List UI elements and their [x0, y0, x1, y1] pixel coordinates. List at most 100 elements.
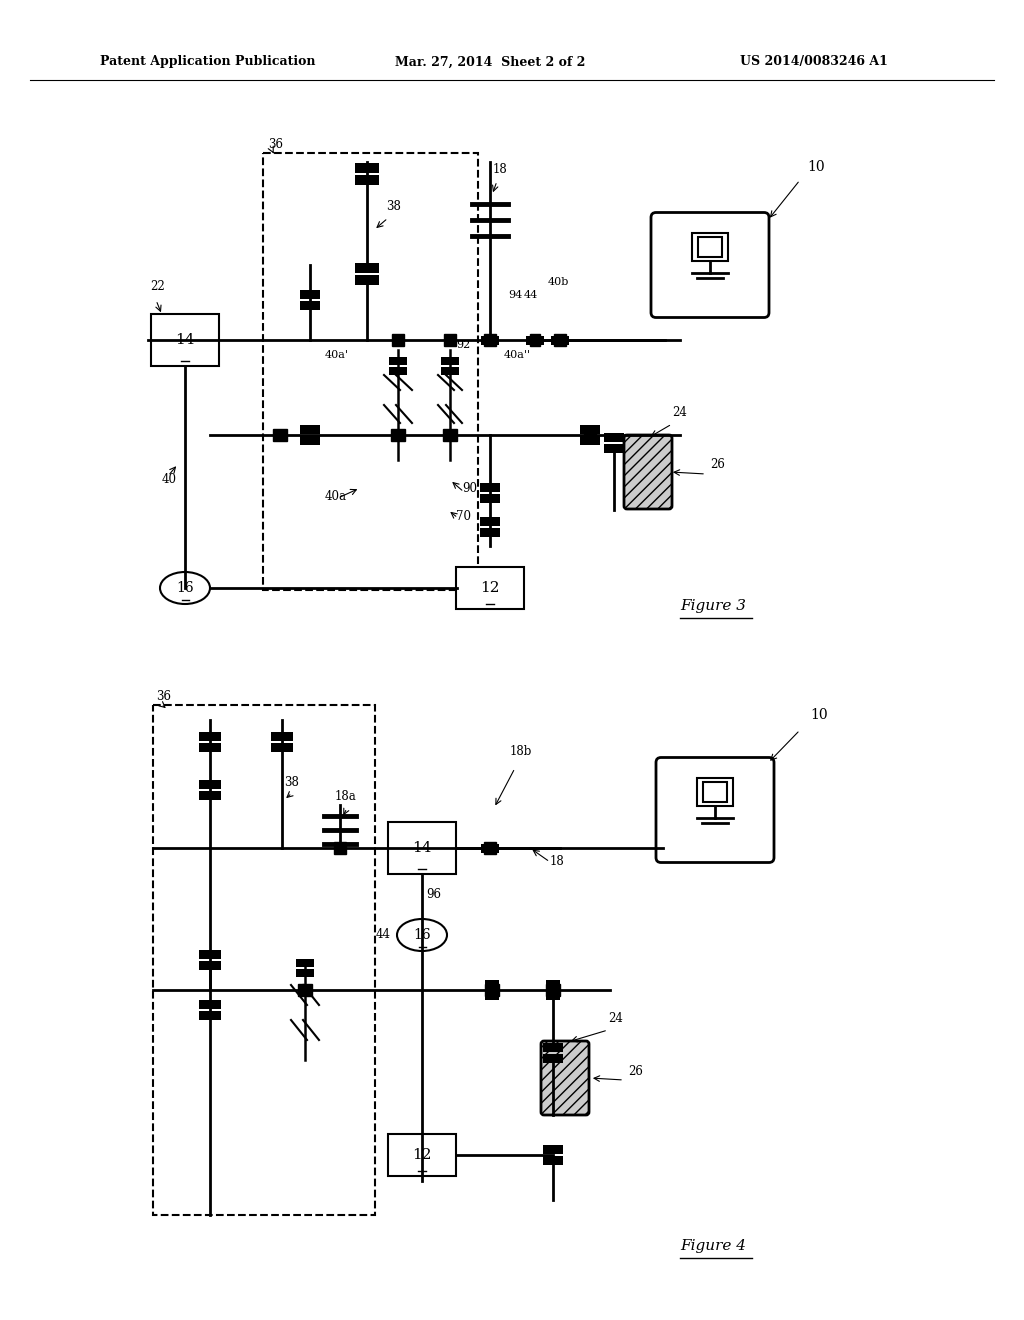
Bar — [199, 733, 221, 741]
Text: 12: 12 — [413, 1148, 432, 1162]
Bar — [692, 232, 728, 260]
Text: 94: 94 — [508, 290, 522, 300]
Text: 38: 38 — [386, 201, 400, 213]
Text: 26: 26 — [710, 458, 725, 471]
Bar — [389, 367, 407, 375]
Bar — [151, 314, 219, 366]
Bar — [481, 335, 489, 345]
Bar — [199, 1001, 221, 1008]
Bar — [199, 791, 221, 800]
Bar — [580, 436, 600, 445]
Text: 40b: 40b — [548, 277, 569, 286]
Bar — [388, 1134, 456, 1176]
Bar — [199, 743, 221, 752]
Text: 90: 90 — [462, 482, 477, 495]
Bar — [300, 436, 319, 445]
Bar — [273, 429, 287, 441]
Bar — [334, 842, 346, 854]
Bar — [484, 842, 496, 854]
Bar — [546, 991, 560, 1001]
Bar — [298, 983, 312, 997]
FancyBboxPatch shape — [656, 758, 774, 862]
Text: 40a: 40a — [325, 490, 347, 503]
Bar — [551, 335, 559, 345]
FancyBboxPatch shape — [651, 213, 769, 318]
Text: 24: 24 — [608, 1012, 623, 1026]
Bar — [271, 733, 293, 741]
Bar — [490, 843, 499, 853]
Bar — [388, 822, 456, 874]
Text: 40a'': 40a'' — [504, 350, 531, 360]
Text: 96: 96 — [426, 888, 441, 902]
Text: 36: 36 — [268, 139, 283, 150]
Text: Patent Application Publication: Patent Application Publication — [100, 55, 315, 69]
Bar — [300, 301, 319, 310]
Bar — [441, 356, 459, 366]
Text: Mar. 27, 2014  Sheet 2 of 2: Mar. 27, 2014 Sheet 2 of 2 — [395, 55, 586, 69]
Bar — [485, 983, 499, 997]
Bar — [584, 429, 596, 441]
Bar — [300, 425, 319, 434]
Bar — [485, 979, 499, 989]
Bar — [698, 236, 722, 256]
Text: 36: 36 — [156, 690, 171, 704]
Bar — [271, 743, 293, 752]
Bar — [543, 1053, 563, 1063]
Bar — [543, 1043, 563, 1052]
Bar — [263, 153, 478, 590]
Bar — [490, 335, 499, 345]
Bar — [199, 961, 221, 970]
Text: 18b: 18b — [510, 744, 532, 758]
Bar — [199, 1011, 221, 1020]
Bar — [392, 334, 404, 346]
FancyBboxPatch shape — [624, 436, 672, 510]
Text: 40a': 40a' — [325, 350, 349, 360]
Bar — [697, 777, 733, 805]
Text: 22: 22 — [150, 280, 165, 293]
Bar — [443, 429, 457, 441]
Bar — [441, 367, 459, 375]
Text: 38: 38 — [284, 776, 299, 789]
Bar — [543, 1156, 563, 1166]
Text: 18: 18 — [493, 162, 508, 176]
Bar — [389, 356, 407, 366]
Bar — [580, 425, 600, 434]
Text: 18a: 18a — [335, 789, 356, 803]
Bar — [456, 568, 524, 609]
Bar — [199, 780, 221, 789]
Bar — [703, 781, 727, 801]
Text: 70: 70 — [456, 510, 471, 523]
Bar — [391, 429, 406, 441]
Bar — [199, 950, 221, 960]
Text: 14: 14 — [413, 841, 432, 855]
Text: 26: 26 — [628, 1065, 643, 1078]
Bar — [530, 334, 540, 346]
Ellipse shape — [397, 919, 447, 950]
Text: 10: 10 — [807, 160, 824, 174]
Bar — [561, 335, 569, 345]
Bar — [300, 290, 319, 300]
Bar — [604, 444, 624, 453]
Text: 14: 14 — [175, 333, 195, 347]
Bar — [153, 705, 375, 1214]
Text: US 2014/0083246 A1: US 2014/0083246 A1 — [740, 55, 888, 69]
Text: 16: 16 — [414, 928, 431, 942]
Bar — [296, 969, 314, 977]
Bar — [546, 983, 560, 997]
Bar — [444, 334, 456, 346]
Text: Figure 4: Figure 4 — [680, 1239, 746, 1253]
Bar — [481, 843, 489, 853]
Text: 40: 40 — [162, 473, 177, 486]
Bar — [480, 528, 500, 537]
Bar — [536, 335, 544, 345]
Bar — [296, 960, 314, 968]
Bar — [604, 433, 624, 442]
Text: 24: 24 — [672, 407, 687, 418]
Bar — [355, 263, 379, 273]
Text: 16: 16 — [176, 581, 194, 595]
Bar — [546, 979, 560, 989]
Bar — [355, 176, 379, 185]
FancyBboxPatch shape — [541, 1041, 589, 1115]
Text: 44: 44 — [524, 290, 539, 300]
Bar — [484, 334, 496, 346]
